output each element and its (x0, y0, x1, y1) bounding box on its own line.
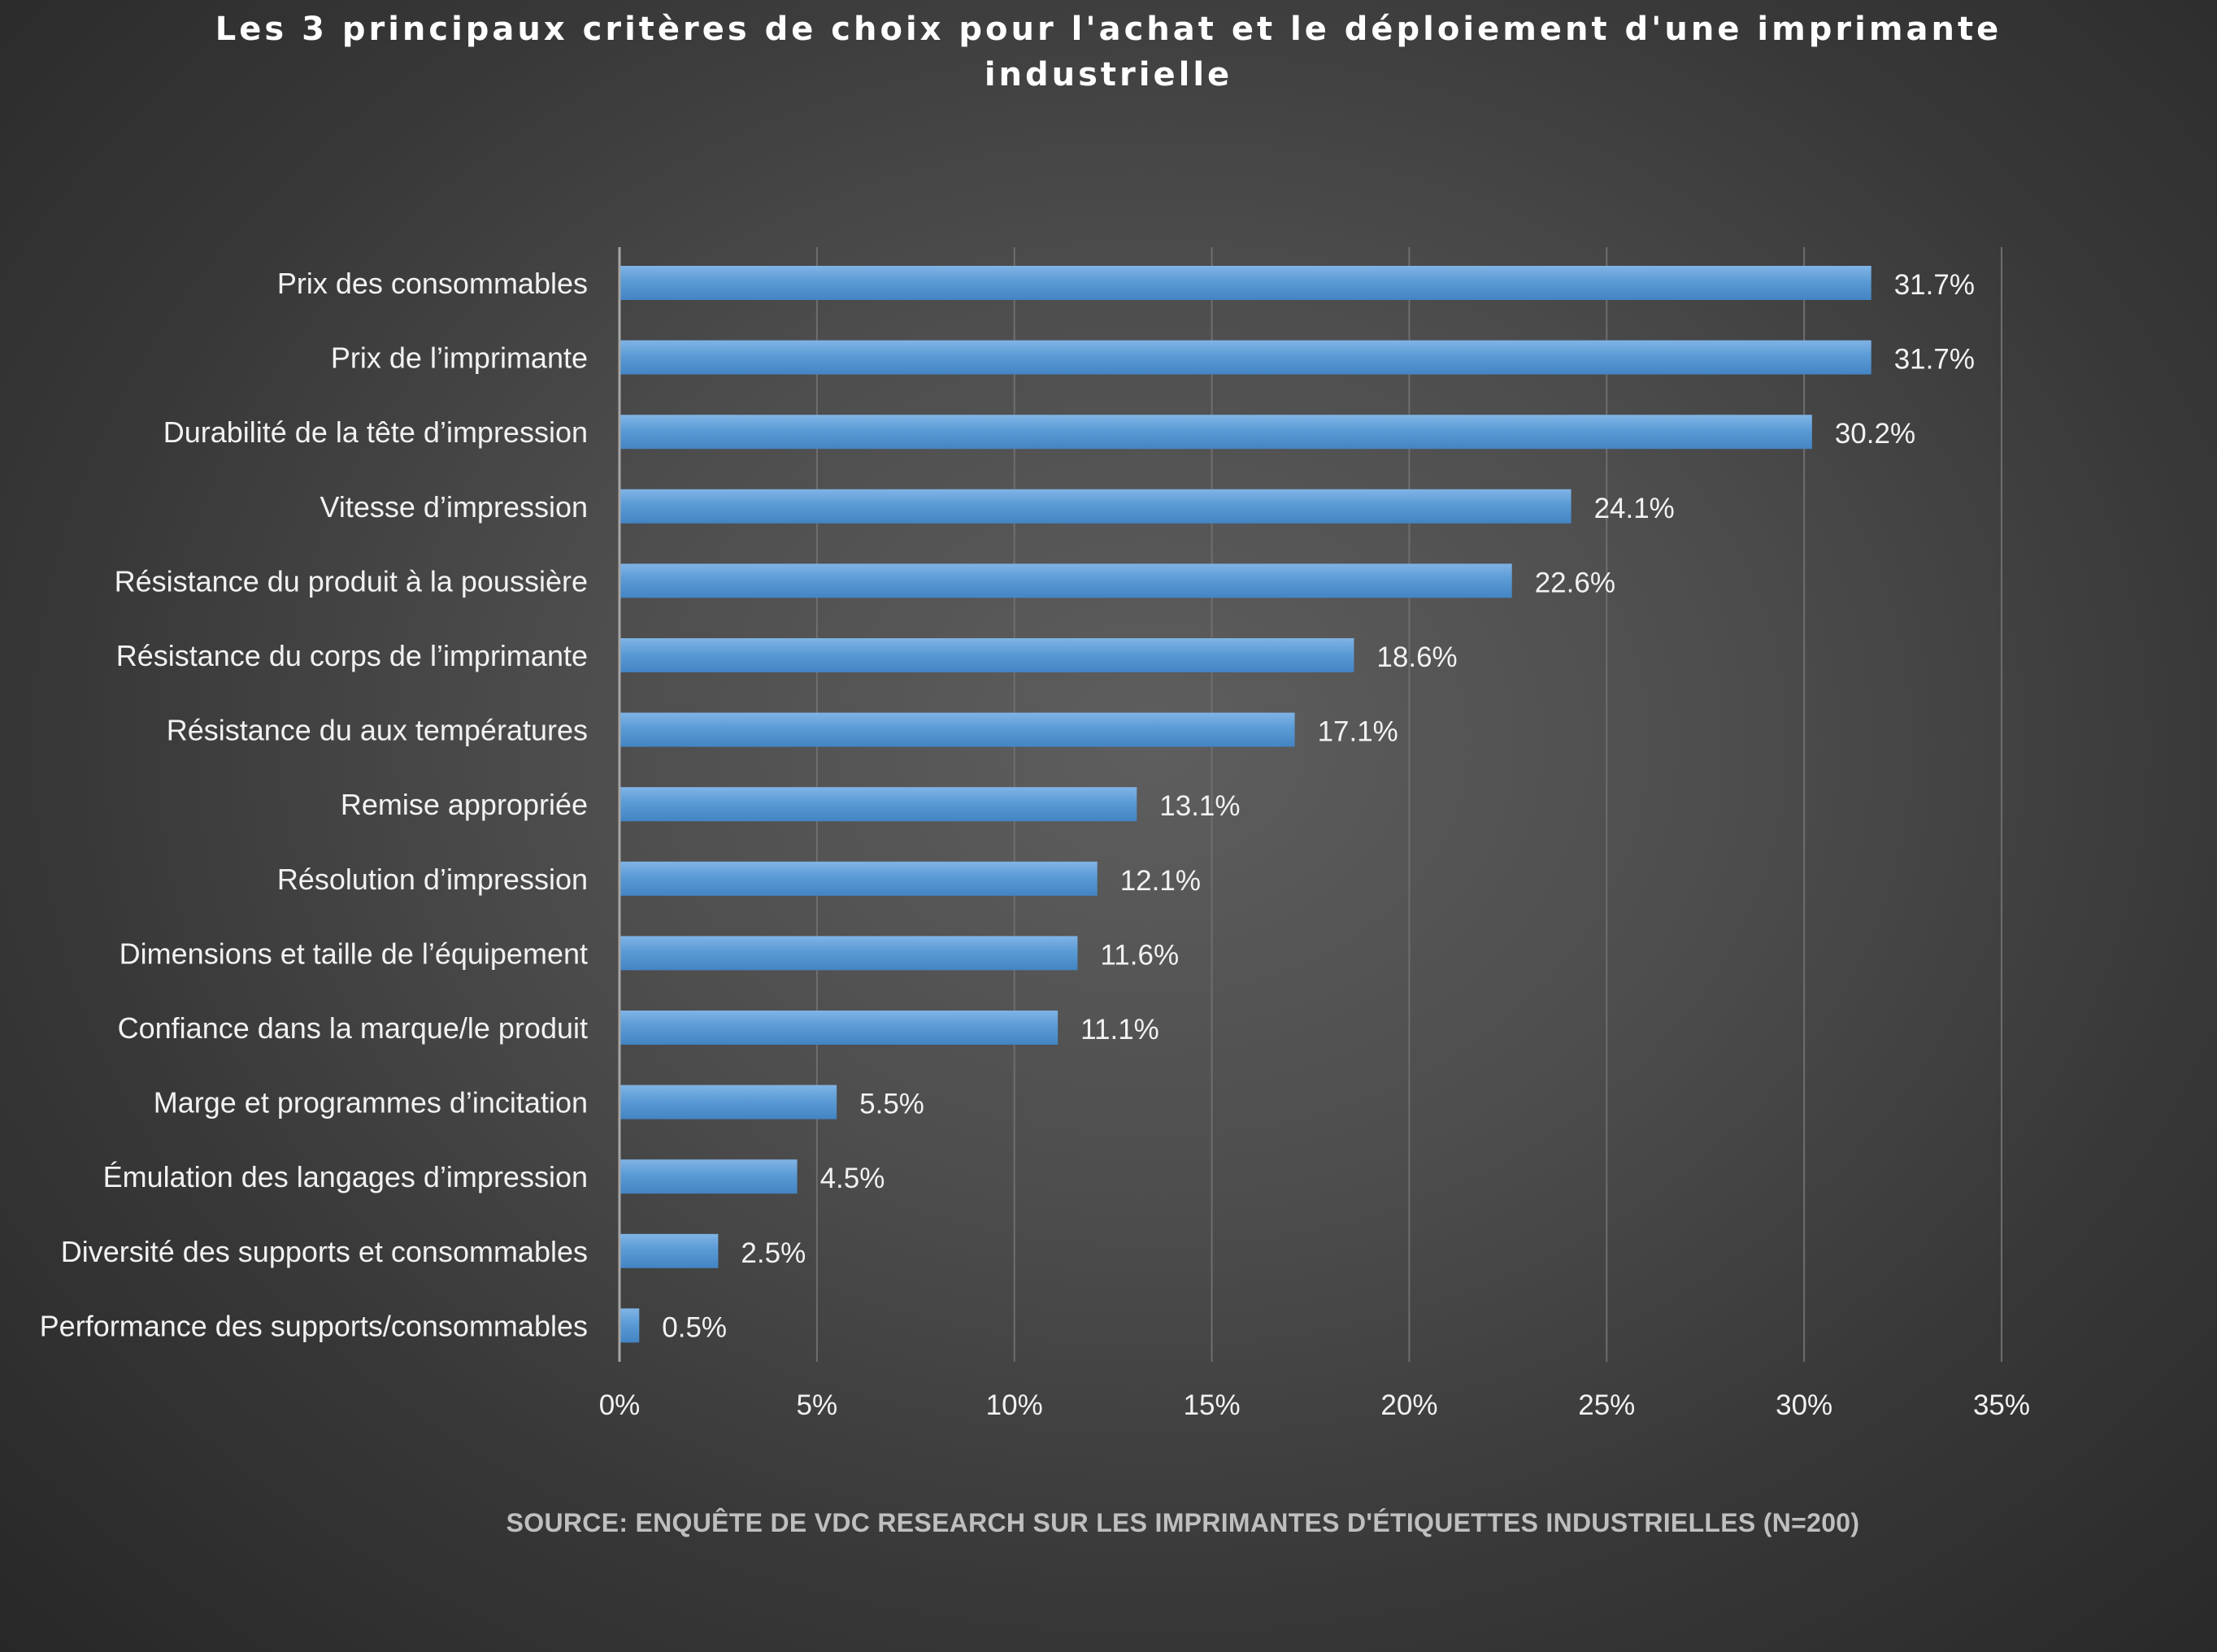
bar (619, 266, 1871, 300)
x-tick-label: 0% (599, 1389, 641, 1421)
data-label: 22.6% (1535, 567, 1615, 598)
bars (619, 266, 1871, 1343)
data-label: 13.1% (1159, 790, 1240, 822)
bar (619, 415, 1812, 450)
data-label: 31.7% (1894, 269, 1975, 301)
x-tick-label: 25% (1578, 1389, 1635, 1421)
category-label: Prix de l’imprimante (331, 341, 588, 375)
category-label: Marge et programmes d’incitation (154, 1086, 588, 1119)
bar (619, 1159, 798, 1194)
category-label: Confiance dans la marque/le produit (118, 1011, 588, 1045)
category-label: Émulation des langages d’impression (103, 1160, 588, 1193)
chart-title-line-1: Les 3 principaux critères de choix pour … (215, 11, 2002, 48)
x-tick-label: 15% (1184, 1389, 1241, 1421)
data-label: 24.1% (1594, 493, 1675, 524)
data-label: 18.6% (1376, 641, 1457, 673)
data-label: 12.1% (1120, 865, 1201, 897)
bar (619, 340, 1871, 375)
bar (619, 1308, 640, 1343)
chart-title-line-2: industrielle (984, 56, 1233, 93)
bar (619, 787, 1137, 822)
x-tick-label: 20% (1380, 1389, 1437, 1421)
bar (619, 1011, 1059, 1045)
bar (619, 1085, 837, 1119)
category-label: Prix des consommables (277, 267, 588, 300)
x-tick-label: 30% (1776, 1389, 1832, 1421)
data-label: 4.5% (820, 1163, 885, 1194)
bar (619, 1233, 719, 1268)
data-label: 11.6% (1100, 939, 1179, 971)
data-label: 5.5% (859, 1089, 924, 1120)
x-tick-label: 35% (1973, 1389, 2030, 1421)
bar (619, 712, 1295, 747)
data-label: 2.5% (741, 1237, 806, 1269)
data-label: 11.1% (1080, 1014, 1159, 1046)
data-label: 17.1% (1318, 716, 1398, 748)
category-label: Résistance du aux températures (167, 714, 588, 747)
x-tick-label: 10% (986, 1389, 1043, 1421)
category-label: Résistance du produit à la poussière (115, 564, 588, 598)
data-label: 31.7% (1894, 344, 1975, 376)
category-label: Remise appropriée (341, 788, 588, 821)
data-label: 0.5% (662, 1311, 727, 1343)
category-label: Résolution d’impression (277, 863, 588, 896)
bar (619, 936, 1078, 971)
category-label: Durabilité de la tête d’impression (163, 415, 588, 449)
bar (619, 861, 1098, 896)
bar (619, 489, 1571, 524)
x-tick-label: 5% (797, 1389, 838, 1421)
labels: 0% 5% 10% 15% 20% 25% 30% 35% Prix des consommab… (40, 267, 2030, 1421)
data-label: 30.2% (1835, 418, 1915, 450)
bar (619, 638, 1354, 672)
category-label: Résistance du corps de l’imprimante (116, 639, 588, 672)
category-label: Vitesse d’impression (320, 490, 588, 524)
category-label: Diversité des supports et consommables (61, 1235, 588, 1268)
category-label: Performance des supports/consommables (40, 1309, 588, 1342)
category-label: Dimensions et taille de l’équipement (120, 937, 588, 970)
chart-title: Les 3 principaux critères de choix pour … (0, 7, 2217, 98)
source-note: SOURCE: ENQUÊTE DE VDC RESEARCH SUR LES … (506, 1508, 1860, 1537)
bar (619, 563, 1512, 598)
